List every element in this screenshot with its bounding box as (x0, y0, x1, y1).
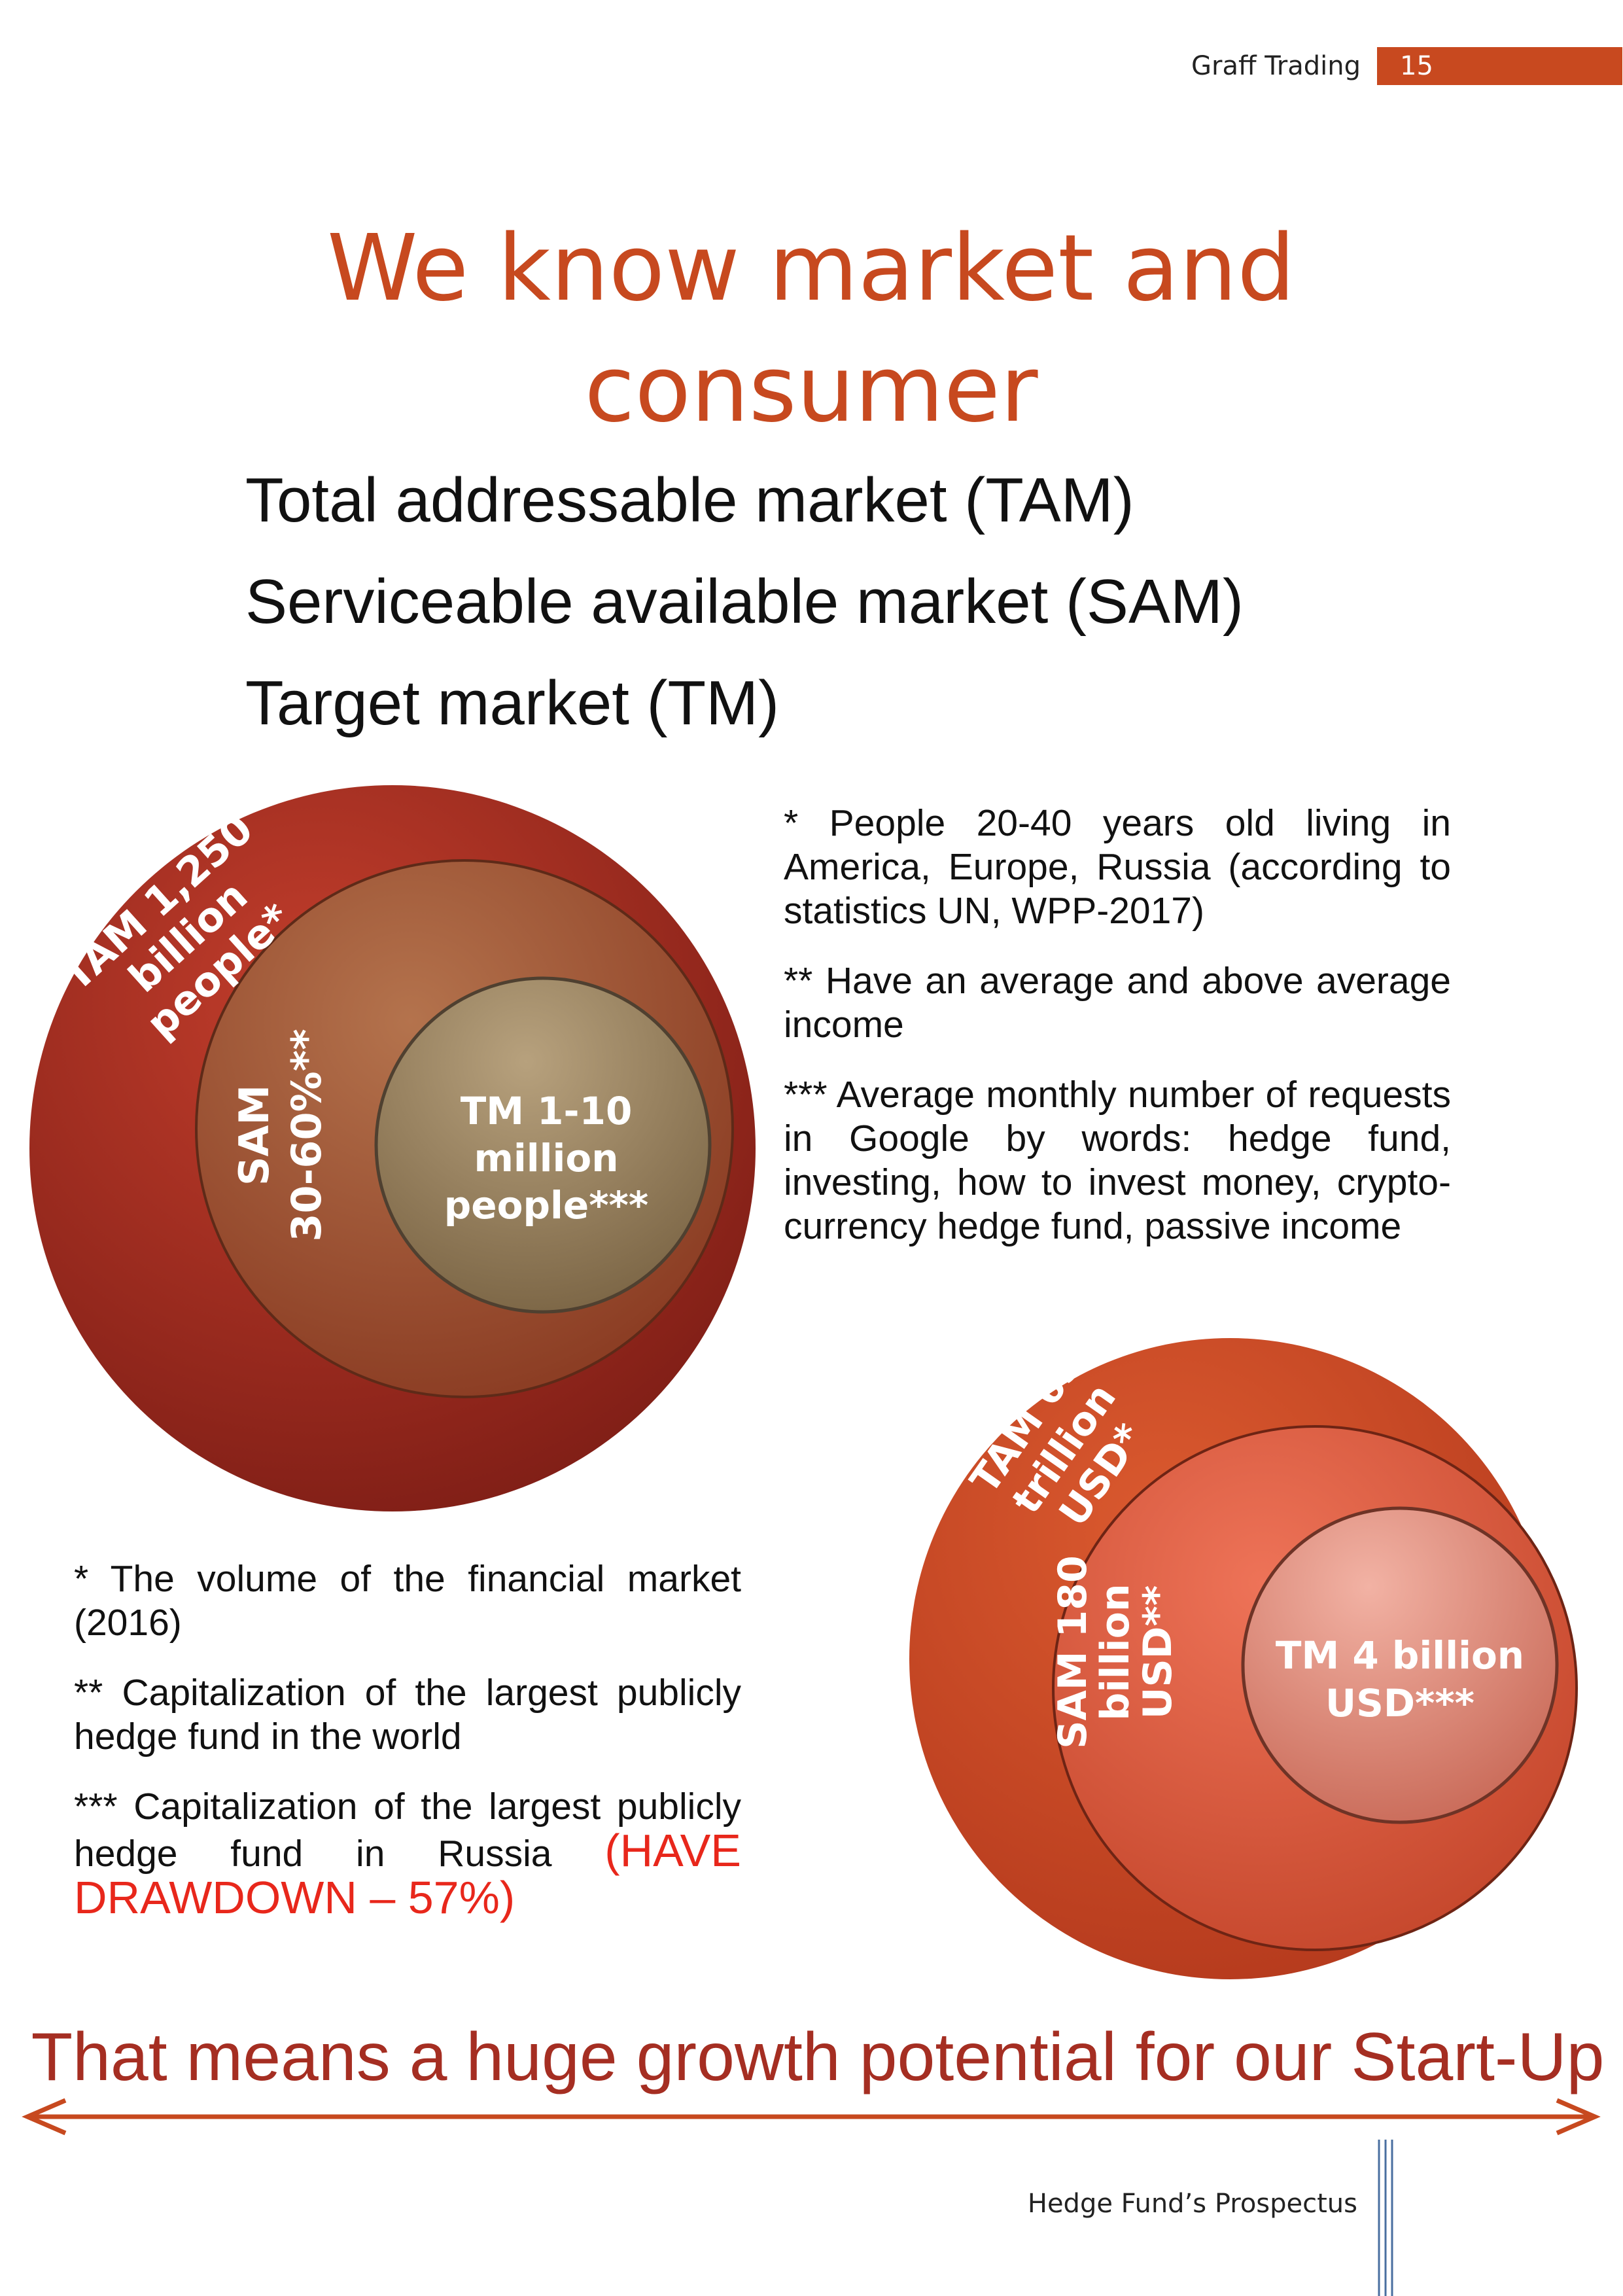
market-type-tm: Target market (TM) (245, 668, 780, 738)
tm-circle (374, 976, 712, 1314)
tm-label: TM 1-10 million people*** (444, 1089, 648, 1227)
page-title-line-1: We know market and (326, 215, 1296, 322)
page-number-bar (1377, 47, 1622, 85)
page-number: 15 (1400, 51, 1433, 81)
conclusion-text: That means a huge growth potential for o… (31, 2019, 1605, 2095)
tm-label-line-2: million (474, 1136, 618, 1180)
tm-label-line-1: TM 4 billion (1276, 1633, 1524, 1678)
tm-circle (1241, 1506, 1559, 1824)
tm-label: TM 4 billion USD*** (1276, 1633, 1524, 1725)
people-note-1: * People 20-40 years old living in Ameri… (784, 802, 1451, 932)
sam-label: SAM 30-60%** (230, 1029, 330, 1241)
money-market-diagram: TAM 65 trillion USD* SAM 180 billion USD… (909, 1338, 1578, 1979)
money-note-3-text: *** Capitalization of the largest public… (74, 1786, 741, 1875)
header-brand: Graff Trading (1191, 51, 1361, 81)
money-note-1: * The volume of the financial market (20… (74, 1558, 741, 1644)
tm-label-line-2: USD*** (1325, 1681, 1475, 1725)
footer-title: Hedge Fund’s Prospectus (1027, 2189, 1357, 2219)
market-type-tam: Total addressable market (TAM) (245, 465, 1134, 535)
money-note-3: *** Capitalization of the largest public… (74, 1785, 741, 1923)
page-title: We know market and consumer (196, 208, 1426, 450)
people-note-3: *** Average monthly number of requests i… (784, 1074, 1451, 1247)
sam-label-line-2: billion (1092, 1583, 1138, 1720)
page-title-line-2: consumer (584, 336, 1038, 443)
double-arrow-icon (22, 2098, 1601, 2136)
sam-label-line-1: SAM (230, 1085, 278, 1186)
sam-label: SAM 180 billion USD** (1050, 1555, 1181, 1749)
tm-label-line-1: TM 1-10 (461, 1089, 633, 1133)
people-market-diagram: TAM 1,250 billion people* SAM 30-60%** T… (29, 785, 756, 1511)
people-diagram-notes: * People 20-40 years old living in Ameri… (784, 802, 1451, 1275)
drawdown-highlight: (HAVE DRAWDOWN – 57%) (74, 1825, 742, 1923)
sam-label-line-2: 30-60%** (283, 1029, 330, 1241)
tm-label-line-3: people*** (444, 1183, 648, 1227)
money-note-2: ** Capitalization of the largest publicl… (74, 1672, 741, 1757)
sam-label-line-1: SAM 180 (1050, 1555, 1096, 1749)
people-note-2: ** Have an average and above average inc… (784, 960, 1451, 1046)
money-diagram-notes: * The volume of the financial market (20… (74, 1557, 741, 1949)
sam-label-line-3: USD** (1135, 1585, 1181, 1720)
footer-rule (1378, 2140, 1393, 2296)
market-type-sam: Serviceable available market (SAM) (245, 567, 1244, 637)
